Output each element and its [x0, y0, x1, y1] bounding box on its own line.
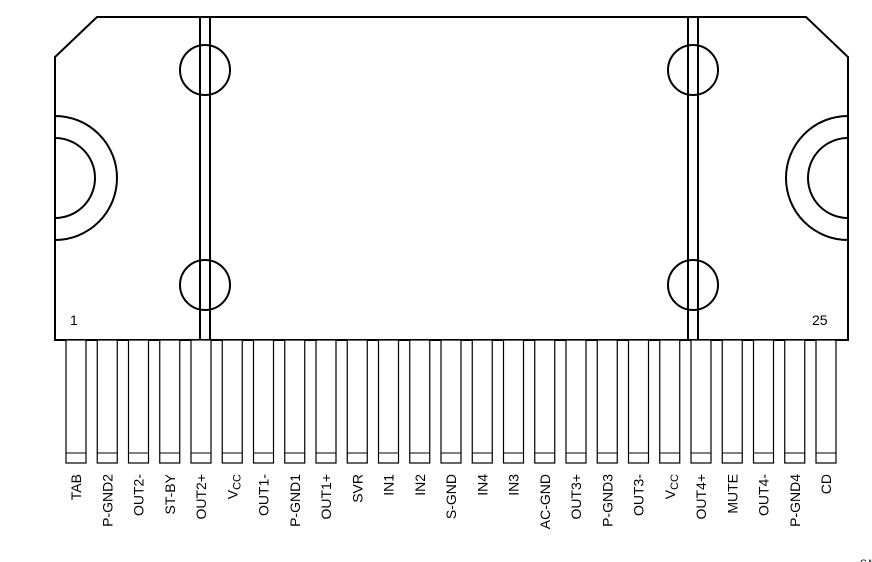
pin-label: ST-BY	[162, 473, 178, 514]
pin-label: IN1	[381, 474, 397, 496]
pin-label: OUT4+	[693, 474, 709, 520]
pin-lead	[627, 339, 650, 464]
pin-label-text: OUT2+	[193, 474, 209, 520]
footnote: GA	[860, 558, 872, 562]
pin-label-text: OUT4-	[756, 474, 772, 516]
pin-label-text: P-GND3	[599, 474, 615, 527]
pin-lead	[471, 339, 493, 464]
pin-label: S-GND	[443, 474, 459, 519]
pin-label: P-GND3	[599, 474, 615, 527]
pin-label-text: TAB	[68, 474, 84, 500]
pin-lead	[377, 339, 400, 464]
pin-label: VCC	[224, 474, 243, 499]
pin-lead	[596, 339, 618, 464]
pin-label-text: MUTE	[724, 474, 740, 514]
pin-label: P-GND4	[787, 474, 803, 527]
pin-label-text: OUT3-	[631, 474, 647, 516]
pin-lead	[784, 339, 806, 464]
pin-lead	[159, 339, 181, 464]
pin-lead	[409, 339, 431, 464]
pin-label: CD	[818, 474, 834, 494]
pin-lead	[96, 339, 118, 464]
pin-lead	[346, 339, 368, 464]
pin-label-text: OUT1-	[256, 474, 272, 516]
pin-label-subscript: CC	[669, 474, 681, 490]
pin-lead	[721, 339, 743, 464]
pin-label-text: IN3	[506, 474, 522, 496]
pin-label: OUT4-	[756, 474, 772, 516]
left-slot	[179, 17, 231, 340]
pin-label-text: OUT2-	[131, 474, 147, 516]
pin-1-marker: 1	[70, 312, 78, 328]
pin-lead	[565, 339, 587, 464]
pin-lead	[127, 339, 150, 464]
pin-label-text: OUT4+	[693, 474, 709, 520]
pin-label: TAB	[68, 474, 84, 500]
pin-label-text: ST-BY	[162, 473, 178, 514]
pin-label: OUT3-	[631, 474, 647, 516]
pin-lead	[190, 339, 212, 464]
left-notch	[54, 114, 118, 242]
pin-lead	[65, 339, 87, 464]
pin-label-text: P-GND1	[287, 474, 303, 527]
pin-lead	[221, 339, 243, 464]
pin-lead	[284, 339, 306, 464]
pin-lead	[502, 339, 525, 464]
pin-label-text: S-GND	[443, 474, 459, 519]
pin-label-text: V	[224, 489, 240, 499]
pin-label-text: CD	[818, 474, 834, 494]
right-slot	[667, 17, 719, 340]
pin-label: OUT1+	[318, 474, 334, 520]
pin-label: SVR	[349, 474, 365, 503]
pin-label-text: AC-GND	[537, 474, 553, 529]
pin-label-text: OUT3+	[568, 474, 584, 520]
pin-lead	[659, 339, 681, 464]
pin-lead	[752, 339, 775, 464]
pin-lead	[315, 339, 337, 464]
pin-lead	[690, 339, 712, 464]
pin-label: P-GND2	[99, 474, 115, 527]
pin-label: P-GND1	[287, 474, 303, 527]
pin-label: OUT2+	[193, 474, 209, 520]
pin-lead	[440, 339, 462, 464]
pin-label-text: IN4	[474, 474, 490, 496]
pins: TAB P-GND2 OUT2- ST-BY OUT2+ VCC OUT1- P-GND1 OU…	[65, 339, 837, 529]
pin-lead	[534, 339, 556, 464]
pin-label: OUT1-	[256, 474, 272, 516]
pin-label-text: P-GND2	[99, 474, 115, 527]
pin-label: VCC	[662, 474, 681, 499]
pin-label-text: P-GND4	[787, 474, 803, 527]
pin-label: IN4	[474, 474, 490, 496]
pin-label-text: V	[662, 489, 678, 499]
package-body	[54, 16, 849, 341]
pin-label-text: IN2	[412, 474, 428, 496]
pin-lead	[252, 339, 275, 464]
pin-label-text: IN1	[381, 474, 397, 496]
pin-label: OUT3+	[568, 474, 584, 520]
pin-label-subscript: CC	[231, 474, 243, 490]
pin-label: AC-GND	[537, 474, 553, 529]
right-notch	[785, 114, 849, 242]
pin-label: MUTE	[724, 474, 740, 514]
pin-label-text: OUT1+	[318, 474, 334, 520]
pin-label-text: SVR	[349, 474, 365, 503]
pin-label: IN2	[412, 474, 428, 496]
pin-25-marker: 25	[812, 312, 828, 328]
pin-lead	[815, 339, 837, 464]
pin-label: IN3	[506, 474, 522, 496]
pin-label: OUT2-	[131, 474, 147, 516]
